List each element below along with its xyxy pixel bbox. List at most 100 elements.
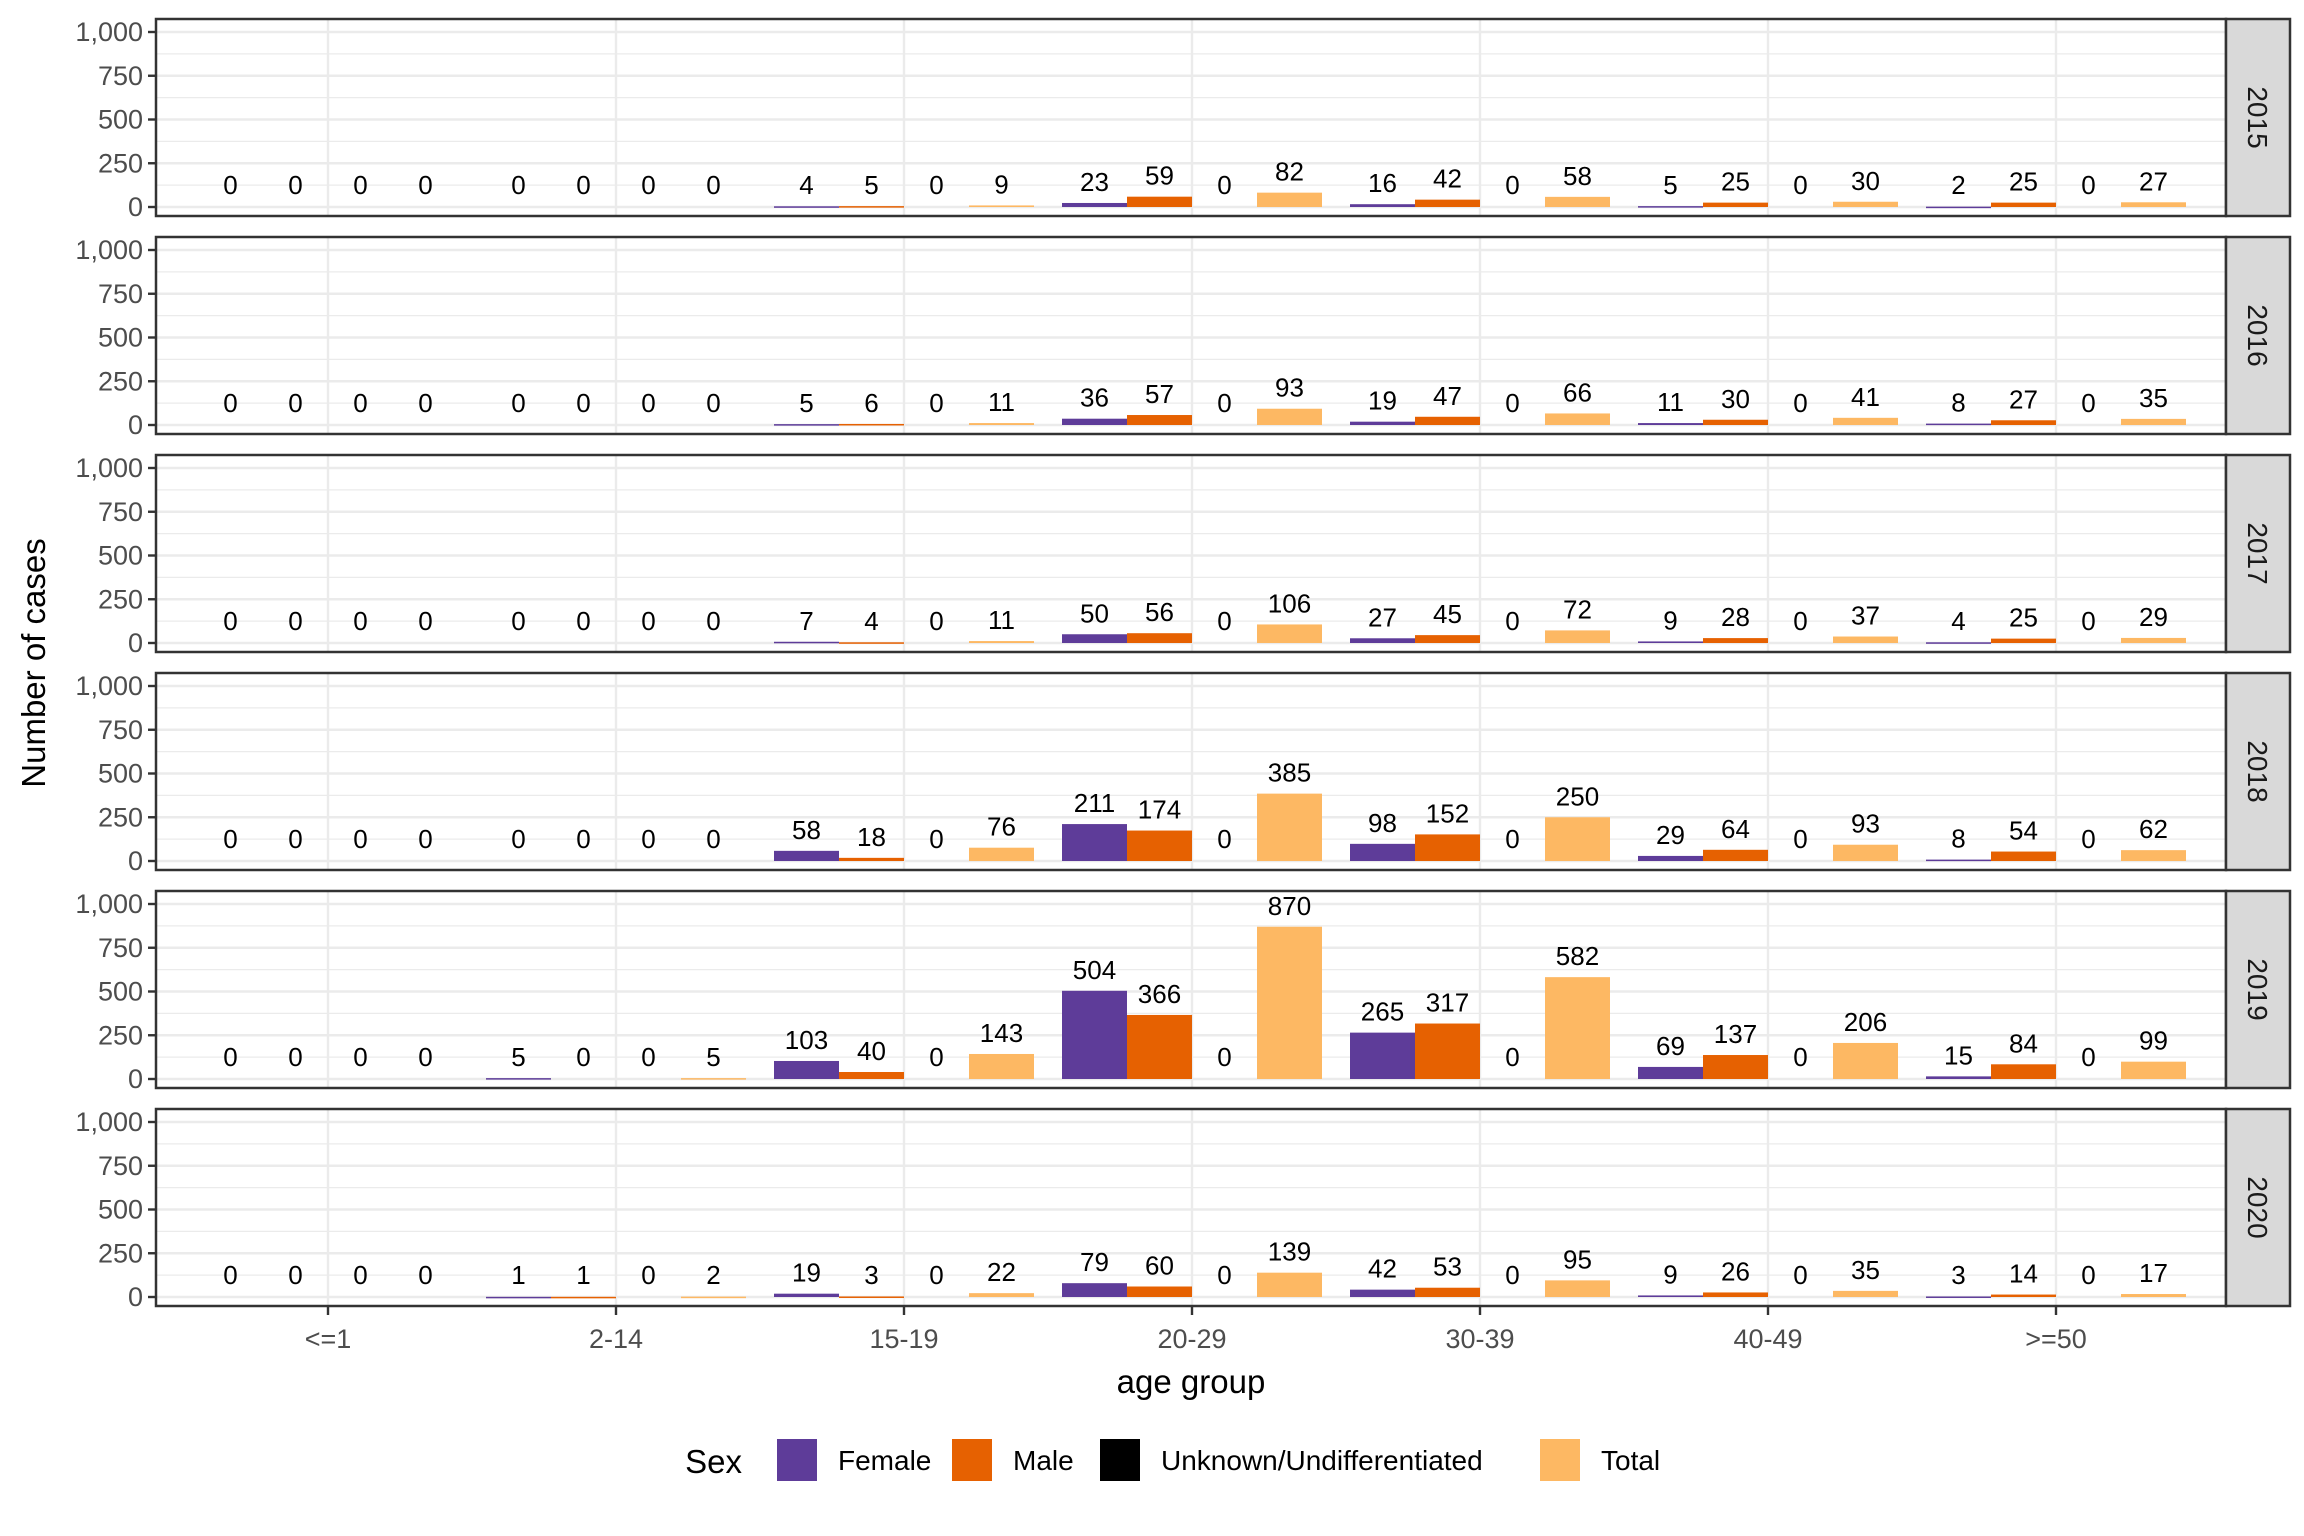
bar-male-20-29 (1127, 830, 1192, 861)
bar-female-30-39 (1350, 638, 1415, 643)
bar-total-15-19 (969, 205, 1034, 207)
y-tick-label: 750 (98, 1151, 143, 1181)
bar-total-2-14 (681, 1078, 746, 1080)
legend-key-male (952, 1439, 992, 1481)
data-label: 0 (223, 1260, 237, 1290)
data-label: 36 (1080, 383, 1109, 413)
data-label: 0 (641, 170, 655, 200)
data-label: 19 (1368, 386, 1397, 416)
data-label: 14 (2009, 1259, 2038, 1289)
data-label: 37 (1851, 601, 1880, 631)
data-label: 0 (353, 170, 367, 200)
bar-total-30-39 (1545, 413, 1610, 425)
data-label: 1 (576, 1260, 590, 1290)
data-label: 385 (1268, 758, 1311, 788)
bar-male-20-29 (1127, 1014, 1192, 1079)
data-label: 35 (1851, 1255, 1880, 1285)
facet-strip (2224, 1107, 2292, 1308)
data-label: 5 (706, 1042, 720, 1072)
bar-male-40-49 (1703, 202, 1768, 207)
facet-strip-label: 2017 (2242, 522, 2273, 584)
legend-label: Total (1601, 1445, 1660, 1476)
bar-female--50 (1926, 859, 1991, 862)
data-label: 0 (706, 606, 720, 636)
data-label: 4 (1951, 606, 1965, 636)
bar-female-30-39 (1350, 1289, 1415, 1297)
data-label: 0 (1505, 606, 1519, 636)
y-tick-label: 250 (98, 148, 143, 178)
y-tick-label: 500 (98, 977, 143, 1007)
data-label: 26 (1721, 1256, 1750, 1286)
bar-male-2-14 (551, 1296, 616, 1299)
data-label: 0 (1217, 1260, 1231, 1290)
data-label: 0 (418, 170, 432, 200)
data-label: 0 (576, 606, 590, 636)
data-label: 30 (1721, 384, 1750, 414)
bar-female-20-29 (1062, 824, 1127, 861)
data-label: 0 (288, 388, 302, 418)
data-label: 103 (785, 1025, 828, 1055)
bar-total-20-29 (1257, 793, 1322, 861)
data-label: 8 (1951, 388, 1965, 418)
data-label: 0 (418, 824, 432, 854)
facet-panel-2019: 0 5 103 504 265 69 15 0 0 40 366 317 137 84 0 0 0 0 0 0 0 0 5 1… (75, 889, 2292, 1094)
data-label: 25 (2009, 167, 2038, 197)
data-label: 0 (353, 1042, 367, 1072)
bar-female-40-49 (1638, 1295, 1703, 1297)
bar-male-15-19 (839, 1296, 904, 1298)
data-label: 30 (1851, 166, 1880, 196)
data-label: 93 (1275, 373, 1304, 403)
data-label: 0 (929, 170, 943, 200)
facet-strip-label: 2020 (2242, 1176, 2273, 1238)
facet-strip-label: 2016 (2242, 304, 2273, 366)
bar-male--50 (1991, 1294, 2056, 1297)
y-tick-label: 250 (98, 584, 143, 614)
data-label: 0 (418, 388, 432, 418)
bar-male--50 (1991, 420, 2056, 425)
legend-item: Total (1540, 1439, 1660, 1481)
x-tick-label: 20-29 (1157, 1324, 1226, 1354)
facet-strip-label: 2015 (2242, 86, 2273, 148)
data-label: 0 (1217, 388, 1231, 418)
data-label: 0 (1505, 388, 1519, 418)
bar-female-40-49 (1638, 206, 1703, 208)
data-label: 2 (706, 1260, 720, 1290)
bar-male-15-19 (839, 423, 904, 426)
data-label: 0 (641, 606, 655, 636)
data-label: 0 (418, 606, 432, 636)
bar-male-15-19 (839, 1072, 904, 1079)
data-label: 59 (1145, 161, 1174, 191)
data-label: 93 (1851, 809, 1880, 839)
legend-item: Female (777, 1439, 931, 1481)
legend-label: Male (1013, 1445, 1074, 1476)
data-label: 0 (353, 606, 367, 636)
data-label: 0 (929, 1260, 943, 1290)
y-tick-label: 1,000 (75, 1107, 143, 1137)
bar-female-20-29 (1062, 202, 1127, 207)
legend-label: Unknown/Undifferentiated (1161, 1445, 1483, 1476)
data-label: 0 (288, 1260, 302, 1290)
data-label: 3 (1951, 1260, 1965, 1290)
bar-female-30-39 (1350, 204, 1415, 207)
data-label: 870 (1268, 891, 1311, 921)
y-tick-label: 500 (98, 541, 143, 571)
x-tick-label: 2-14 (589, 1324, 643, 1354)
bar-male-15-19 (839, 642, 904, 644)
data-label: 7 (799, 606, 813, 636)
bar-total-20-29 (1257, 624, 1322, 643)
data-label: 143 (980, 1018, 1023, 1048)
data-label: 54 (2009, 816, 2038, 846)
data-label: 0 (641, 388, 655, 418)
bar-male--50 (1991, 638, 2056, 643)
data-label: 58 (1563, 161, 1592, 191)
bar-female-40-49 (1638, 423, 1703, 425)
data-label: 0 (1505, 170, 1519, 200)
bar-total-20-29 (1257, 408, 1322, 425)
data-label: 0 (288, 824, 302, 854)
data-label: 0 (223, 388, 237, 418)
bar-female-15-19 (774, 850, 839, 861)
data-label: 11 (1657, 387, 1684, 417)
